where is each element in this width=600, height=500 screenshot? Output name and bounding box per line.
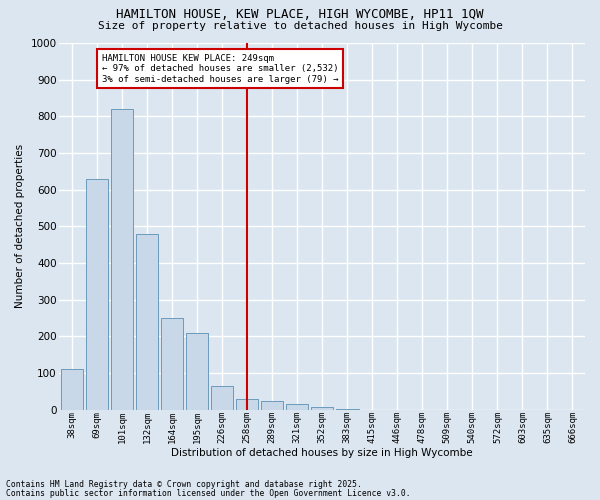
Bar (311, 407, 334, 410)
Text: Contains public sector information licensed under the Open Government Licence v3: Contains public sector information licen… (6, 488, 410, 498)
Bar (86, 178, 108, 410)
Bar (186, 332, 208, 409)
Bar (261, 400, 283, 409)
Bar (61, 370, 83, 410)
X-axis label: Distribution of detached houses by size in High Wycombe: Distribution of detached houses by size … (172, 448, 473, 458)
Text: HAMILTON HOUSE KEW PLACE: 249sqm
← 97% of detached houses are smaller (2,532)
3%: HAMILTON HOUSE KEW PLACE: 249sqm ← 97% o… (102, 54, 338, 84)
Bar (336, 408, 359, 410)
Bar (111, 109, 133, 410)
Text: Contains HM Land Registry data © Crown copyright and database right 2025.: Contains HM Land Registry data © Crown c… (6, 480, 362, 489)
Bar (236, 398, 259, 409)
Bar (286, 404, 308, 409)
Bar (161, 318, 184, 410)
Bar (136, 234, 158, 410)
Text: Size of property relative to detached houses in High Wycombe: Size of property relative to detached ho… (97, 21, 503, 31)
Text: HAMILTON HOUSE, KEW PLACE, HIGH WYCOMBE, HP11 1QW: HAMILTON HOUSE, KEW PLACE, HIGH WYCOMBE,… (116, 8, 484, 20)
Y-axis label: Number of detached properties: Number of detached properties (15, 144, 25, 308)
Bar (211, 386, 233, 409)
